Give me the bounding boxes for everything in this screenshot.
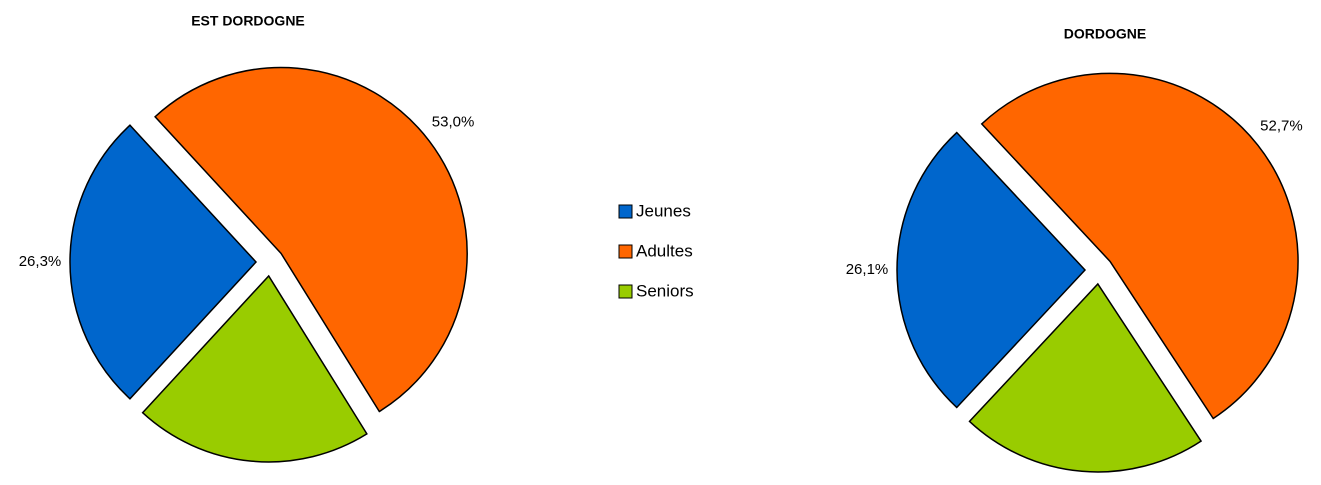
data-label: 52,7%: [1260, 118, 1303, 135]
legend-label: Adultes: [636, 241, 693, 260]
data-label: 20,7%: [227, 482, 270, 485]
pie-slice: [141, 274, 368, 463]
pie-slice: [896, 131, 1087, 409]
data-label: 26,3%: [19, 253, 62, 270]
chart-title: DORDOGNE: [1064, 26, 1146, 42]
legend-label: Seniors: [636, 281, 694, 300]
data-label: 53,0%: [432, 114, 475, 131]
pie-slice: [154, 66, 468, 413]
legend-swatch: [618, 244, 633, 259]
legend-swatch: [618, 204, 633, 219]
pie-slice: [69, 124, 258, 400]
data-label: 26,1%: [846, 261, 889, 278]
pie-slice: [968, 282, 1203, 473]
chart-title: EST DORDOGNE: [191, 13, 305, 29]
pie-slice: [980, 72, 1299, 420]
legend-swatch: [618, 284, 633, 299]
legend-label: Jeunes: [636, 201, 691, 220]
